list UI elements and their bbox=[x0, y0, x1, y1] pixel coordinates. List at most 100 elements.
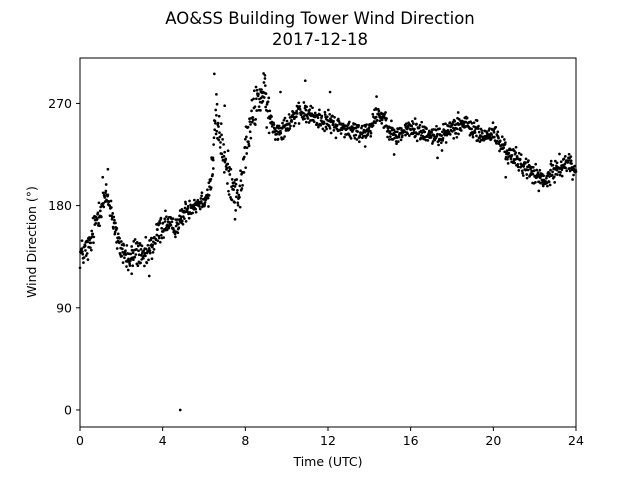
data-point bbox=[503, 138, 506, 141]
data-point bbox=[101, 191, 105, 195]
data-point bbox=[529, 167, 532, 171]
data-point bbox=[549, 159, 553, 163]
data-point bbox=[255, 88, 259, 92]
data-point bbox=[556, 173, 559, 177]
data-point bbox=[500, 135, 504, 139]
data-point bbox=[440, 134, 444, 137]
data-point bbox=[98, 224, 101, 228]
data-point bbox=[453, 119, 457, 123]
data-point bbox=[139, 247, 143, 251]
data-point bbox=[230, 198, 234, 202]
data-point bbox=[325, 115, 329, 119]
data-point bbox=[303, 79, 307, 83]
data-point bbox=[222, 170, 226, 174]
data-point bbox=[388, 130, 392, 133]
x-tick-label: 20 bbox=[485, 433, 501, 448]
data-point bbox=[374, 121, 377, 125]
data-point bbox=[328, 90, 332, 94]
data-point bbox=[266, 100, 270, 104]
data-point bbox=[243, 145, 247, 149]
data-point bbox=[100, 215, 103, 219]
data-point bbox=[91, 232, 95, 236]
data-point bbox=[136, 264, 140, 268]
data-point bbox=[305, 105, 308, 109]
data-point bbox=[514, 145, 518, 149]
x-tick-label: 16 bbox=[403, 433, 419, 448]
data-point bbox=[331, 114, 334, 118]
data-point bbox=[229, 167, 233, 171]
data-point bbox=[326, 108, 330, 112]
data-point bbox=[494, 125, 498, 129]
data-point bbox=[170, 220, 174, 224]
data-point bbox=[157, 236, 161, 240]
data-point bbox=[121, 247, 124, 251]
data-point bbox=[199, 200, 203, 203]
data-point bbox=[516, 163, 520, 166]
data-point bbox=[143, 264, 146, 268]
data-point bbox=[80, 247, 84, 251]
data-point bbox=[218, 131, 221, 134]
data-point bbox=[386, 135, 389, 139]
data-point bbox=[455, 135, 459, 139]
data-point bbox=[121, 261, 125, 264]
data-point bbox=[320, 114, 324, 118]
data-point bbox=[232, 188, 235, 191]
data-point bbox=[297, 122, 301, 125]
data-point bbox=[247, 140, 250, 144]
data-point bbox=[295, 112, 299, 115]
data-point bbox=[455, 127, 459, 131]
data-point bbox=[287, 113, 291, 116]
data-point bbox=[267, 131, 271, 135]
data-point bbox=[89, 241, 93, 245]
data-point bbox=[390, 119, 393, 123]
data-point bbox=[315, 121, 319, 125]
data-point bbox=[259, 109, 262, 112]
data-point bbox=[413, 127, 416, 131]
data-point bbox=[233, 217, 237, 221]
data-point bbox=[222, 154, 226, 158]
data-point bbox=[549, 168, 552, 172]
data-point bbox=[569, 159, 573, 163]
data-point bbox=[395, 130, 399, 134]
x-tick-label: 12 bbox=[320, 433, 336, 448]
data-point bbox=[353, 122, 357, 126]
data-point bbox=[480, 131, 484, 135]
data-point bbox=[171, 217, 175, 220]
data-point bbox=[548, 175, 551, 178]
data-point bbox=[375, 119, 379, 122]
data-point bbox=[184, 219, 188, 223]
data-point bbox=[211, 156, 215, 160]
data-point bbox=[338, 128, 342, 132]
data-point bbox=[513, 161, 517, 165]
data-point bbox=[183, 217, 186, 220]
data-point bbox=[470, 127, 473, 131]
data-point bbox=[101, 175, 105, 179]
data-point bbox=[211, 173, 214, 176]
data-point bbox=[136, 241, 139, 245]
data-point bbox=[335, 124, 339, 127]
data-point bbox=[252, 89, 256, 93]
data-point bbox=[480, 129, 484, 133]
data-point bbox=[236, 201, 240, 205]
data-point bbox=[211, 167, 215, 170]
data-point bbox=[548, 172, 552, 175]
data-point bbox=[203, 203, 207, 207]
data-point bbox=[420, 131, 424, 134]
data-point bbox=[412, 122, 415, 125]
data-point bbox=[137, 249, 140, 253]
data-point bbox=[117, 241, 121, 245]
data-point bbox=[241, 184, 244, 187]
data-point bbox=[207, 194, 211, 197]
data-point bbox=[262, 96, 266, 99]
data-point bbox=[155, 233, 159, 237]
data-point bbox=[213, 119, 217, 123]
data-point bbox=[111, 212, 115, 215]
data-point bbox=[113, 230, 117, 234]
data-point bbox=[332, 119, 335, 123]
data-point bbox=[492, 130, 496, 134]
data-point bbox=[80, 239, 84, 243]
data-point bbox=[491, 121, 495, 125]
data-point bbox=[176, 231, 180, 235]
data-point bbox=[220, 133, 223, 137]
data-point bbox=[504, 175, 508, 179]
